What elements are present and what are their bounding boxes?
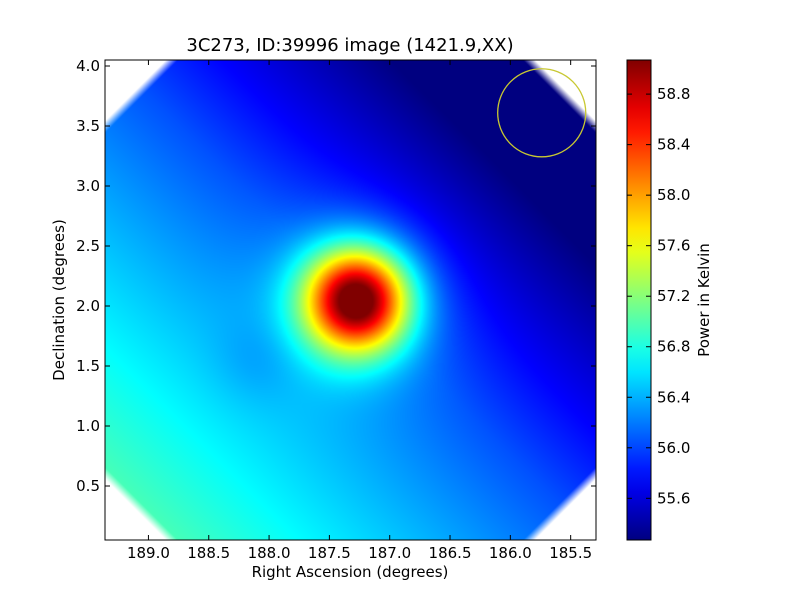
x-tick-label: 187.0	[368, 544, 411, 562]
colorbar-tick-label: 55.6	[657, 489, 690, 507]
x-axis-ticks: 189.0 188.5 188.0 187.5 187.0 186.5 186.0 185.5	[127, 60, 592, 562]
colorbar-ticks: 55.6 56.0 56.4 56.8 57.2 57.6 58.0 58.4 58.8	[627, 85, 690, 507]
colorbar-tick-label: 57.2	[657, 287, 690, 305]
y-tick-label: 3.5	[76, 117, 100, 135]
colorbar-tick-label: 56.0	[657, 439, 690, 457]
y-tick-label: 2.5	[76, 237, 100, 255]
x-tick-label: 185.5	[549, 544, 592, 562]
y-tick-label: 2.0	[76, 297, 100, 315]
y-axis-label: Declination (degrees)	[50, 219, 68, 381]
colorbar-tick-label: 58.0	[657, 186, 690, 204]
chart-title: 3C273, ID:39996 image (1421.9,XX)	[186, 35, 513, 56]
y-tick-label: 1.0	[76, 417, 100, 435]
x-tick-label: 186.0	[489, 544, 532, 562]
colorbar-tick-label: 58.8	[657, 85, 690, 103]
heatmap-image	[105, 60, 596, 540]
x-tick-label: 186.5	[429, 544, 472, 562]
x-tick-label: 188.5	[187, 544, 230, 562]
x-axis-label: Right Ascension (degrees)	[252, 563, 449, 581]
y-tick-label: 1.5	[76, 357, 100, 375]
colorbar-tick-label: 58.4	[657, 136, 690, 154]
x-tick-label: 187.5	[308, 544, 351, 562]
y-tick-label: 4.0	[76, 57, 100, 75]
y-tick-label: 0.5	[76, 477, 100, 495]
colorbar-tick-label: 57.6	[657, 237, 690, 255]
y-axis-ticks: 0.5 1.0 1.5 2.0 2.5 3.0 3.5 4.0	[76, 57, 596, 495]
beam-circle	[497, 68, 587, 158]
plot-frame	[104, 59, 597, 541]
colorbar-frame	[626, 59, 652, 541]
plot-area: 189.0 188.5 188.0 187.5 187.0 186.5 186.0 185.5…	[76, 57, 597, 562]
x-tick-label: 188.0	[248, 544, 291, 562]
x-tick-label: 189.0	[127, 544, 170, 562]
colorbar-tick-label: 56.4	[657, 388, 690, 406]
colorbar: 55.6 56.0 56.4 56.8 57.2 57.6 58.0 58.4 58.8	[626, 59, 690, 541]
colorbar-gradient	[627, 60, 651, 540]
colorbar-label: Power in Kelvin	[695, 243, 713, 357]
y-tick-label: 3.0	[76, 177, 100, 195]
colorbar-tick-label: 56.8	[657, 338, 690, 356]
